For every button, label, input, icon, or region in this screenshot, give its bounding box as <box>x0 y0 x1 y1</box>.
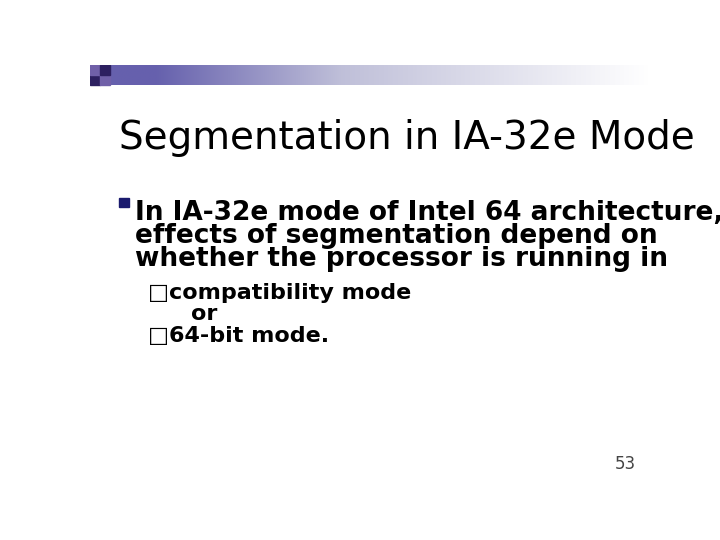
Text: Segmentation in IA-32e Mode: Segmentation in IA-32e Mode <box>120 119 696 157</box>
Bar <box>100 75 110 85</box>
Text: or: or <box>191 304 217 324</box>
Text: □64-bit mode.: □64-bit mode. <box>148 326 329 346</box>
Text: effects of segmentation depend on: effects of segmentation depend on <box>135 222 657 248</box>
Bar <box>90 75 100 85</box>
Text: □compatibility mode: □compatibility mode <box>148 283 411 303</box>
Bar <box>90 65 100 75</box>
Text: whether the processor is running in: whether the processor is running in <box>135 246 668 272</box>
Bar <box>100 65 110 75</box>
Text: 53: 53 <box>616 455 636 473</box>
Text: In IA-32e mode of Intel 64 architecture, the: In IA-32e mode of Intel 64 architecture,… <box>135 200 720 226</box>
Bar <box>120 198 129 207</box>
